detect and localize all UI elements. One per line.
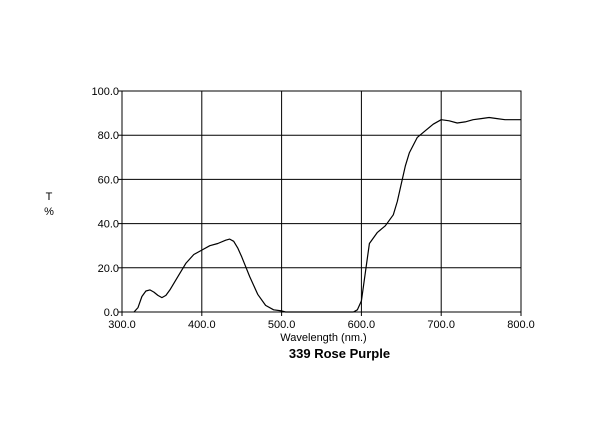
x-axis-label: Wavelength (nm.) [280,332,366,344]
x-tick-label: 500.0 [268,319,296,331]
x-tick-label: 700.0 [427,319,455,331]
y-axis-label-line-2: % [44,206,54,218]
series-line [133,116,521,313]
y-tick-label: 40.0 [98,219,119,231]
x-tick-label: 800.0 [507,319,535,331]
y-tick-label: 100.0 [91,86,119,98]
grid-lines [122,91,521,312]
y-axis-label-line-1: T [46,191,53,203]
chart-title: 339 Rose Purple [289,346,390,361]
y-tick-label: 60.0 [98,174,119,186]
x-axis-ticks: 300.0 400.0 500.0 600.0 700.0 800.0 [108,312,535,331]
plot-frame [121,90,522,313]
y-tick-label: 80.0 [98,130,119,142]
y-tick-label: 0.0 [104,307,119,319]
x-tick-label: 400.0 [188,319,216,331]
x-tick-label: 300.0 [108,319,136,331]
series-layer [133,116,521,313]
y-tick-label: 20.0 [98,263,119,275]
y-axis-ticks: 0.0 20.0 40.0 60.0 80.0 100.0 [91,86,122,319]
x-tick-label: 600.0 [348,319,376,331]
